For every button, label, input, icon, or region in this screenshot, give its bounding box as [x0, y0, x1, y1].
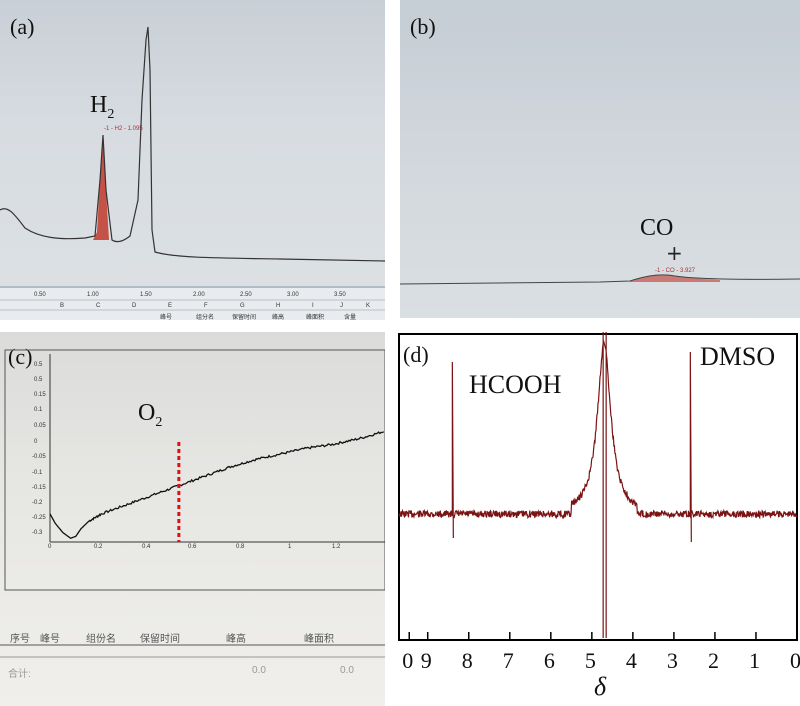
- chromatogram-a-line: [0, 26, 385, 262]
- panel-label-c: (c): [8, 344, 33, 369]
- a-col-j: J: [340, 303, 343, 309]
- c-xtick-4: 0.8: [236, 544, 245, 550]
- c-col-5: 峰面积: [304, 634, 334, 645]
- a-row-0: 峰号: [160, 315, 173, 320]
- panel-c: (c) O2 0.5 0.5 0.15 0.1 0.05 0 -0.05 -0.…: [0, 332, 385, 706]
- dmso-annotation: DMSO: [700, 342, 776, 371]
- c-ytick-5: 0: [34, 439, 38, 445]
- c-ytick-1: 0.5: [34, 377, 43, 383]
- panel-label-b: (b): [410, 14, 436, 39]
- a-row-5: 含量: [344, 315, 357, 320]
- c-ytick-3: 0.1: [34, 407, 43, 413]
- c-xtick-6: 1.2: [332, 544, 341, 550]
- c-xtick-5: 1: [288, 544, 292, 550]
- c-total-0: 0.0: [252, 665, 266, 676]
- a-xtick-0: 0.50: [34, 292, 46, 298]
- c-col-3: 保留时间: [140, 634, 180, 645]
- a-col-f: F: [204, 303, 208, 309]
- c-ytick-11: -0.3: [32, 530, 43, 536]
- o2-annotation: O2: [138, 400, 162, 431]
- h2-peak-fill: [93, 135, 109, 240]
- c-col-0: 序号: [10, 634, 30, 645]
- x-axis-label: δ: [594, 672, 607, 701]
- c-ytick-6: -0.05: [32, 454, 46, 460]
- c-ytick-0: 0.5: [34, 362, 43, 368]
- nmr-xtick-label-2: 8: [461, 648, 473, 673]
- a-xtick-3: 2.00: [193, 292, 205, 298]
- chromatogram-c: [0, 349, 385, 658]
- a-col-h: H: [276, 303, 281, 309]
- h2-subscript: 2: [107, 106, 115, 122]
- nmr-xtick-label-5: 5: [584, 648, 596, 673]
- nmr-xtick-label-0: 0: [402, 648, 414, 673]
- c-ytick-7: -0.1: [32, 470, 43, 476]
- nmr-xtick-label-3: 7: [502, 648, 514, 673]
- a-xtick-1: 1.00: [87, 292, 99, 298]
- co-peak-fill: [630, 274, 720, 282]
- a-col-i: I: [312, 303, 314, 309]
- crosshair-icon: +: [666, 241, 683, 265]
- nmr-xtick-label-7: 3: [666, 648, 678, 673]
- nmr-xtick-label-10: 0: [790, 648, 800, 673]
- chromatogram-a: [0, 26, 385, 320]
- hcooh-annotation: HCOOH: [469, 370, 562, 399]
- o2-text: O: [138, 400, 156, 426]
- nmr-xtick-label-9: 1: [748, 648, 760, 673]
- a-col-c: C: [96, 303, 101, 309]
- c-xtick-0: 0: [48, 544, 52, 550]
- a-xtick-5: 3.00: [287, 292, 299, 298]
- a-col-e: E: [168, 303, 173, 309]
- h2-text: H: [90, 92, 108, 118]
- c-ytick-8: -0.15: [32, 485, 46, 491]
- chromatogram-b-line: [400, 274, 800, 285]
- c-ytick-10: -0.25: [32, 515, 46, 521]
- c-ytick-4: 0.05: [34, 423, 46, 429]
- c-xtick-1: 0.2: [94, 544, 103, 550]
- c-total-1: 0.0: [340, 665, 354, 676]
- a-xtick-6: 3.50: [334, 292, 346, 298]
- a-xtick-2: 1.50: [140, 292, 152, 298]
- c-col-1: 峰号: [40, 634, 60, 645]
- panel-label-d: (d): [403, 342, 429, 367]
- o2-subscript: 2: [155, 414, 163, 430]
- panel-b: (b) CO + -1 - CO - 3.927: [400, 0, 800, 318]
- a-col-g: G: [240, 303, 245, 309]
- c-col-4: 峰高: [226, 634, 246, 645]
- nmr-spectrum: [398, 332, 798, 641]
- a-row-3: 峰高: [272, 315, 285, 320]
- panel-a: (a) H2 -1 - H2 - 1.095 0.50 1.00 1.50 2.…: [0, 0, 385, 320]
- nmr-line: [398, 332, 798, 638]
- a-col-k: K: [366, 303, 371, 309]
- nmr-ticks: [408, 632, 798, 640]
- nmr-xtick-label-8: 2: [707, 648, 719, 673]
- c-col-2: 组份名: [86, 634, 116, 645]
- chromatogram-c-line: [49, 431, 385, 539]
- a-row-2: 保留时间: [232, 315, 257, 320]
- c-ytick-2: 0.15: [34, 392, 46, 398]
- a-xtick-4: 2.50: [240, 292, 252, 298]
- h2-peak-label: -1 - H2 - 1.095: [104, 126, 143, 132]
- chromatogram-b: [400, 274, 800, 285]
- c-total-label: 合计:: [8, 669, 31, 680]
- c-ytick-9: -0.2: [32, 500, 43, 506]
- panel-label-a: (a): [10, 14, 35, 39]
- h2-annotation: H2: [90, 92, 114, 123]
- nmr-xtick-label-4: 6: [543, 648, 555, 673]
- nmr-xtick-label-1: 9: [420, 648, 432, 673]
- co-annotation: CO: [640, 215, 674, 241]
- c-xtick-2: 0.4: [142, 544, 151, 550]
- nmr-xtick-label-6: 4: [625, 648, 637, 673]
- a-col-b: B: [60, 303, 65, 309]
- a-col-d: D: [132, 303, 137, 309]
- co-peak-label: -1 - CO - 3.927: [655, 268, 696, 274]
- a-row-1: 组分名: [196, 315, 215, 320]
- a-row-4: 峰面积: [306, 315, 325, 320]
- c-xtick-3: 0.6: [188, 544, 197, 550]
